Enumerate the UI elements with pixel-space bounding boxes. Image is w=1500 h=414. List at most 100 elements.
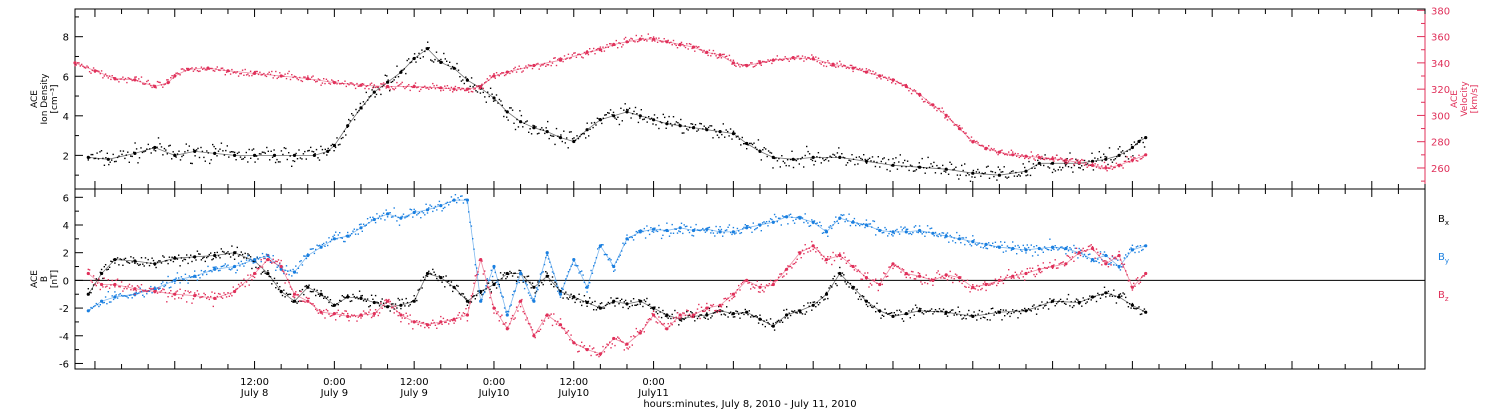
ion-density-series-sample-80 <box>204 160 206 162</box>
b-series-bx-sample-701 <box>1020 312 1022 315</box>
b-series-by-sample-97 <box>216 267 218 269</box>
b-series-bx-sample-518 <box>776 320 778 323</box>
velocity-series-sample-25 <box>107 77 109 79</box>
b-series-bz-sample-261 <box>434 324 437 326</box>
b-series-bz-sample-631 <box>926 282 929 285</box>
b-series-bz-sample-523 <box>783 275 785 277</box>
b-series-bz-sample-179 <box>325 308 328 311</box>
b-series-bx-sample-631 <box>926 310 929 312</box>
b-series-bx-sample-4 <box>92 284 95 286</box>
ion-density-series-sample-101 <box>235 159 237 161</box>
b-series-by-sample-516 <box>773 213 776 216</box>
b-series-bz-point-76 <box>1144 271 1148 276</box>
b-series-by-sample-284 <box>465 198 467 200</box>
b-series-bx-sample-299 <box>485 288 487 290</box>
b-series-bz-sample-134 <box>265 259 268 261</box>
ion-density-series-sample-587 <box>946 169 948 171</box>
velocity-series-sample-426 <box>640 35 643 37</box>
b-series-bz-sample-637 <box>934 277 937 279</box>
b-series-bz-sample-652 <box>954 273 957 275</box>
b-series-bx-sample-186 <box>335 304 337 306</box>
ion-density-series-sample-265 <box>475 90 477 92</box>
b-series-by-sample-93 <box>211 270 213 273</box>
b-series-bx-sample-727 <box>1054 305 1056 307</box>
b-series-by-sample-788 <box>1135 246 1138 248</box>
b-series-bx-sample-612 <box>901 318 903 320</box>
velocity-series-sample-11 <box>88 71 91 73</box>
ion-density-series-point-12 <box>326 149 330 153</box>
ion-density-series-sample-385 <box>650 117 653 119</box>
b-series-bz-sample-362 <box>569 339 571 341</box>
b-series-by-sample-290 <box>473 248 475 250</box>
b-series-bz-sample-547 <box>815 251 817 253</box>
b-series-bz-sample-771 <box>1113 257 1115 259</box>
b-series-bx-sample-100 <box>220 248 222 250</box>
ion-density-series-sample-591 <box>952 169 954 171</box>
b-series-by-sample-481 <box>727 226 729 228</box>
b-series-bz-sample-413 <box>636 331 639 333</box>
b-series-bx-sample-541 <box>807 302 809 304</box>
ion-density-series-sample-34 <box>137 162 139 164</box>
velocity-series-sample-344 <box>531 67 534 70</box>
ion-density-series-sample-452 <box>748 142 751 145</box>
velocity-series-sample-125 <box>240 72 242 75</box>
velocity-series-sample-387 <box>589 48 591 50</box>
b-series-bz-sample-287 <box>469 302 471 304</box>
b-series-bx-sample-401 <box>621 298 623 300</box>
ion-density-series-sample-188 <box>362 101 365 103</box>
b-series-by-sample-647 <box>948 241 950 243</box>
velocity-series-sample-136 <box>255 70 257 73</box>
ion-density-series-sample-548 <box>889 170 891 172</box>
b-series-bx-sample-792 <box>1141 313 1143 315</box>
ion-density-series-sample-668 <box>1064 165 1067 167</box>
velocity-series-sample-611 <box>887 79 889 81</box>
b-series-bx-sample-694 <box>1010 312 1013 315</box>
b-series-bx-sample-288 <box>470 301 473 303</box>
velocity-series-sample-514 <box>757 60 760 62</box>
b-series-bx-sample-163 <box>304 285 306 288</box>
x-tick-time-2: 12:00 <box>400 377 429 388</box>
velocity-series-sample-317 <box>495 72 498 74</box>
b-series-bz-sample-212 <box>369 309 371 311</box>
b-series-bx-sample-732 <box>1061 301 1063 303</box>
b-series-by-sample-373 <box>583 281 586 284</box>
velocity-series-sample-689 <box>990 147 993 150</box>
b-series-bx-sample-43 <box>144 257 147 259</box>
b-series-by-sample-436 <box>667 230 669 232</box>
b-series-bx-sample-649 <box>950 309 953 311</box>
b-series-by-sample-177 <box>323 242 325 245</box>
ion-density-series-sample-487 <box>800 158 802 160</box>
ion-density-series-sample-99 <box>232 151 234 153</box>
velocity-series-sample-544 <box>797 55 800 57</box>
velocity-series-sample-610 <box>885 77 887 79</box>
b-series-bx-sample-476 <box>720 313 723 316</box>
b-series-by-sample-751 <box>1086 257 1088 260</box>
bottom-panel-series <box>75 194 1425 358</box>
b-series-bz-sample-689 <box>1004 278 1006 280</box>
b-series-by-sample-87 <box>203 271 205 273</box>
b-series-bz-sample-226 <box>388 298 390 301</box>
b-series-bx-sample-781 <box>1126 301 1128 304</box>
ion-density-series-sample-444 <box>737 135 739 137</box>
b-series-by-sample-667 <box>974 243 977 245</box>
b-series-bx-sample-273 <box>450 281 453 283</box>
velocity-series-sample-739 <box>1057 159 1059 161</box>
ion-density-series-sample-545 <box>885 162 887 164</box>
b-series-bz-sample-520 <box>779 273 781 275</box>
velocity-series-sample-502 <box>742 65 744 67</box>
velocity-series-sample-266 <box>428 88 430 90</box>
b-series-by-sample-374 <box>585 287 587 289</box>
b-series-by-sample-749 <box>1083 253 1086 256</box>
b-series-bx-sample-60 <box>167 262 169 265</box>
b-series-bx-sample-104 <box>225 252 228 254</box>
velocity-series-sample-92 <box>196 70 199 72</box>
b-series-bx-sample-614 <box>904 313 906 315</box>
b-series-bz-sample-478 <box>723 298 725 300</box>
b-series-bz-sample-661 <box>966 279 969 281</box>
b-series-bz-sample-50 <box>154 291 156 294</box>
b-series-bz-sample-586 <box>867 272 869 274</box>
b-series-by-sample-630 <box>925 231 927 234</box>
velocity-series-sample-145 <box>267 73 269 75</box>
b-series-bz-sample-102 <box>223 292 225 294</box>
b-series-by-sample-356 <box>561 287 563 290</box>
